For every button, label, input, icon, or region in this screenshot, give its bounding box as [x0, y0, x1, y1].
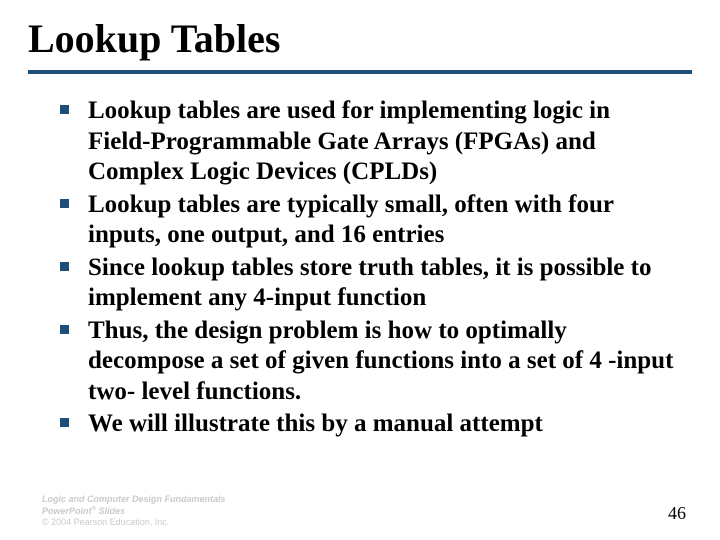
- footer: Logic and Computer Design Fundamentals P…: [42, 494, 226, 528]
- slide-title: Lookup Tables: [28, 18, 692, 68]
- page-number: 46: [668, 503, 686, 524]
- footer-line-1: Logic and Computer Design Fundamentals: [42, 494, 226, 505]
- footer-line-3: © 2004 Pearson Education, Inc.: [42, 517, 226, 528]
- list-item: Thus, the design problem is how to optim…: [88, 316, 674, 408]
- bullet-list: Lookup tables are used for implementing …: [28, 96, 692, 440]
- list-item: Lookup tables are used for implementing …: [88, 96, 674, 188]
- list-item: We will illustrate this by a manual atte…: [88, 409, 674, 440]
- title-underline: [28, 70, 692, 74]
- footer-line-2b: Slides: [96, 506, 125, 516]
- slide: Lookup Tables Lookup tables are used for…: [0, 0, 720, 540]
- footer-line-2: PowerPoint® Slides: [42, 506, 226, 517]
- list-item: Since lookup tables store truth tables, …: [88, 253, 674, 314]
- footer-line-2a: PowerPoint: [42, 506, 92, 516]
- list-item: Lookup tables are typically small, often…: [88, 190, 674, 251]
